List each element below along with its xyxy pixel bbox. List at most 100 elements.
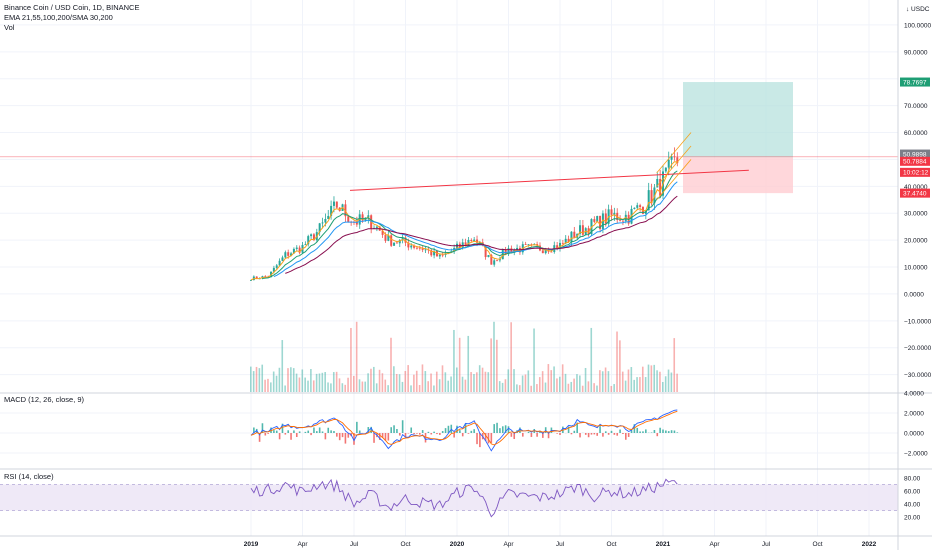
time-tick-label: Oct [606, 541, 616, 548]
time-axis[interactable]: 2019 Apr Jul Oct 2020 Apr Jul Oct 2021 Apr Jul Oct 2… [244, 541, 877, 548]
volume-bar [610, 385, 613, 392]
volume-bar [547, 364, 550, 392]
macd-histogram-bar [527, 431, 530, 433]
volume-bar [427, 381, 429, 392]
candle-body [284, 252, 287, 258]
volume-bar [267, 378, 269, 392]
macd-histogram-bar [501, 426, 504, 433]
price-tag-label: 78.7697 [903, 79, 927, 86]
candle-body [527, 244, 530, 246]
stop-zone [683, 157, 793, 194]
macd-histogram-bar [659, 427, 661, 433]
macd-histogram-bar [261, 423, 264, 433]
macd-histogram-bar [473, 429, 475, 433]
volume-bar [398, 374, 401, 392]
candle-body [670, 156, 673, 160]
volume-bar [516, 384, 518, 392]
macd-histogram-bar [390, 427, 392, 433]
vol-legend[interactable]: Vol [4, 23, 15, 32]
volume-bar [573, 378, 575, 392]
macd-histogram-bar [338, 433, 341, 441]
time-tick-label: 2020 [450, 541, 465, 548]
volume-bar [415, 370, 418, 392]
candle-body [321, 222, 324, 224]
macd-histogram-bar [650, 432, 653, 433]
candle-body [361, 214, 364, 221]
macd-histogram-bar [619, 429, 621, 433]
volume-bar [410, 385, 412, 392]
macd-histogram-bar [387, 433, 390, 441]
macd-histogram-bar [645, 429, 647, 433]
candle-body [330, 205, 333, 216]
volume-bar [370, 368, 372, 392]
candle-body [610, 209, 613, 215]
volume-bar [653, 364, 656, 392]
volume-bar [513, 369, 515, 392]
time-tick-label: Apr [297, 541, 308, 548]
candle-body [656, 178, 659, 188]
macd-histogram-bar [622, 433, 624, 435]
macd-histogram-bar [602, 433, 604, 437]
macd-histogram-bar [278, 433, 281, 440]
rsi-legend[interactable]: RSI (14, close) [4, 472, 54, 482]
price-axis[interactable]: ↓ USDC 100.0000 90.0000 70.0000 60.0000 40.00… [900, 6, 932, 522]
candle-body [550, 251, 553, 253]
macd-histogram-bar [424, 433, 427, 443]
price-tick-label: 60.0000 [904, 130, 928, 137]
candle-body [516, 247, 519, 250]
volume-bar [390, 337, 392, 392]
drawings[interactable] [349, 132, 749, 201]
candle-body [398, 240, 401, 244]
candle-body [544, 250, 547, 254]
candle-body [541, 250, 544, 254]
candle-body [358, 214, 361, 225]
macd-histogram-bar [519, 427, 521, 433]
volume-bar [330, 383, 332, 392]
volume-bar [604, 367, 607, 392]
price-tag-label: 10:02:12 [903, 170, 929, 177]
macd-histogram-bar [396, 429, 398, 433]
ema21-line [250, 161, 678, 281]
macd-histogram-bar [513, 433, 516, 440]
volume-bar [304, 377, 306, 392]
macd-histogram-bar [576, 422, 578, 433]
rsi-band [0, 484, 898, 511]
volume-bar [404, 370, 407, 392]
price-tag-label: 37.4740 [903, 191, 927, 198]
macd-histogram-bar [662, 429, 664, 433]
time-tick-label: 2021 [656, 541, 671, 548]
candle-body [510, 248, 513, 253]
candle-body [355, 222, 358, 225]
candle-body [407, 242, 410, 248]
ma-legend[interactable]: EMA 21,55,100,200/SMA 30,200 [4, 13, 113, 22]
macd-histogram-bar [318, 427, 321, 433]
candle-body [507, 248, 510, 255]
price-tick-label: −10.0000 [904, 318, 932, 325]
candle-body [601, 213, 604, 229]
volume-bar [292, 368, 295, 392]
macd-legend[interactable]: MACD (12, 26, close, 9) [4, 395, 84, 405]
volume-bar [647, 364, 650, 392]
macd-histogram-bar [398, 433, 401, 436]
macd-histogram-bar [258, 433, 261, 442]
symbol-title[interactable]: Binance Coin / USD Coin, 1D, BINANCE [4, 3, 140, 12]
candle-body [424, 249, 427, 251]
candle-body [430, 250, 433, 256]
candle-body [438, 254, 441, 257]
volume-bar [364, 381, 367, 392]
macd-histogram-bar [393, 425, 395, 433]
volume-bar [518, 385, 521, 392]
macd-histogram-bar [381, 433, 384, 438]
price-grid [0, 0, 898, 536]
volume-bar [453, 329, 455, 392]
macd-histogram-bar [613, 433, 616, 435]
candle-body [327, 215, 330, 220]
candle-body [567, 238, 570, 242]
volume-bar [358, 379, 361, 392]
macd-histogram-bar [447, 425, 450, 433]
candle-body [278, 260, 281, 266]
candle-body [504, 249, 507, 255]
macd-histogram-bar [539, 430, 541, 433]
